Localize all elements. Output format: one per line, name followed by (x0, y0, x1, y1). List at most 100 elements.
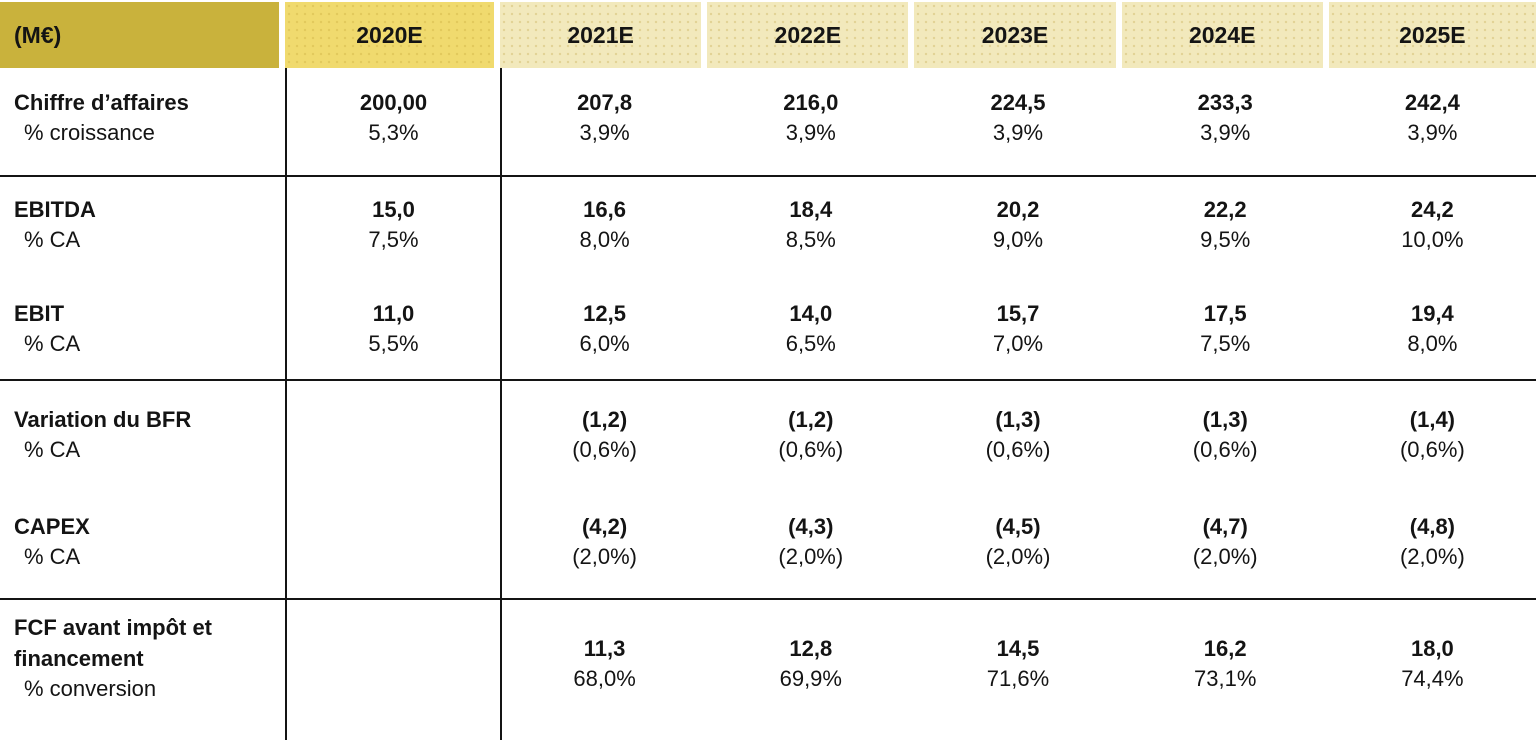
cell-value: (4,7) (1202, 514, 1248, 539)
table-header-row: (M€) 2020E 2021E 2022E 2023E 2024E 2025E (0, 2, 1536, 68)
cell-value: 22,2 (1203, 197, 1247, 222)
cell-value: (1,3) (1202, 407, 1248, 432)
revenue-cell-2023e: 224,5 3,9% (914, 68, 1121, 175)
cell-value: 14,0 (789, 301, 833, 326)
cell-value: 12,8 (789, 636, 833, 661)
cell-value: 18,4 (789, 197, 833, 222)
cell-value: (4,8) (1409, 514, 1456, 539)
cell-value: (1,3) (995, 407, 1041, 432)
row-label: EBIT (14, 301, 65, 326)
cell-subvalue: (2,0%) (572, 544, 637, 569)
cell-subvalue (287, 435, 500, 465)
row-labels-fcf: FCF avant impôt et financement % convers… (0, 600, 285, 740)
row-labels-ebitda-ebit: EBITDA % CA EBIT % CA (0, 177, 285, 379)
section-fcf: FCF avant impôt et financement % convers… (0, 600, 1536, 740)
cell-value: (4,3) (788, 514, 834, 539)
cell-subvalue: 3,9% (992, 120, 1044, 145)
cell-value (287, 512, 500, 542)
revenue-cell-2025e: 242,4 3,9% (1329, 68, 1536, 175)
header-cell-2025e: 2025E (1328, 2, 1536, 68)
ebitda-ebit-cell-2023e: 20,2 9,0% 15,7 7,0% (914, 177, 1121, 379)
cell-subvalue: (2,0%) (1399, 544, 1465, 569)
row-label: Variation du BFR (14, 407, 192, 432)
header-cell-2022e: 2022E (707, 2, 915, 68)
cell-subvalue: (0,6%) (572, 437, 637, 462)
section-bfr-capex: Variation du BFR % CA CAPEX % CA (1,2) (… (0, 381, 1536, 600)
cell-value: 24,2 (1410, 197, 1454, 222)
row-sublabel: % CA (24, 331, 81, 356)
bfr-capex-cell-2021e: (1,2) (0,6%) (4,2) (2,0%) (500, 381, 707, 598)
row-labels-bfr-capex: Variation du BFR % CA CAPEX % CA (0, 381, 285, 598)
bfr-capex-cell-2025e: (1,4) (0,6%) (4,8) (2,0%) (1329, 381, 1536, 598)
cell-subvalue: (0,6%) (985, 437, 1051, 462)
ebitda-ebit-cell-2021e: 16,6 8,0% 12,5 6,0% (500, 177, 707, 379)
cell-value: 200,00 (359, 90, 428, 115)
row-sublabel: % conversion (24, 676, 157, 701)
row-label: FCF avant impôt et financement (14, 615, 213, 671)
bfr-capex-cell-2024e: (1,3) (0,6%) (4,7) (2,0%) (1122, 381, 1329, 598)
cell-subvalue: 7,5% (1200, 331, 1251, 356)
fcf-cell-2025e: 18,0 74,4% (1329, 600, 1536, 740)
cell-value (287, 405, 500, 435)
row-sublabel: % CA (24, 227, 81, 252)
cell-subvalue: 8,0% (579, 227, 630, 252)
cell-subvalue: 3,9% (785, 120, 836, 145)
ebitda-ebit-cell-2025e: 24,2 10,0% 19,4 8,0% (1329, 177, 1536, 379)
cell-value: 12,5 (583, 301, 626, 326)
revenue-cell-2020e: 200,00 5,3% (285, 68, 500, 175)
cell-subvalue: 6,0% (579, 331, 630, 356)
cell-subvalue: (0,6%) (1192, 437, 1258, 462)
cell-subvalue: 9,5% (1200, 227, 1251, 252)
revenue-cell-2021e: 207,8 3,9% (500, 68, 707, 175)
cell-subvalue: 69,9% (779, 666, 842, 691)
cell-value: 14,5 (996, 636, 1040, 661)
cell-value: (1,2) (581, 407, 628, 432)
cell-subvalue: 73,1% (1194, 666, 1257, 691)
header-cell-unit: (M€) (0, 2, 285, 68)
cell-subvalue: 74,4% (1401, 666, 1464, 691)
header-cell-2024e: 2024E (1121, 2, 1329, 68)
cell-value: 16,6 (583, 197, 626, 222)
cell-value: 18,0 (1410, 636, 1454, 661)
cell-value: 233,3 (1197, 90, 1253, 115)
row-sublabel: % CA (24, 437, 81, 462)
cell-subvalue (287, 664, 500, 694)
cell-value: 20,2 (996, 197, 1040, 222)
section-revenue: Chiffre d’affaires % croissance 200,00 5… (0, 68, 1536, 177)
cell-value: (1,4) (1409, 407, 1456, 432)
cell-value: 242,4 (1404, 90, 1460, 115)
cell-subvalue: (2,0%) (985, 544, 1051, 569)
cell-value: (4,5) (995, 514, 1041, 539)
cell-value: 17,5 (1203, 301, 1247, 326)
bfr-capex-cell-2022e: (1,2) (0,6%) (4,3) (2,0%) (707, 381, 914, 598)
bfr-capex-cell-2020e (285, 381, 500, 598)
row-labels-revenue: Chiffre d’affaires % croissance (0, 68, 285, 175)
cell-subvalue: (2,0%) (1192, 544, 1258, 569)
cell-subvalue: 5,3% (368, 120, 419, 145)
row-sublabel: % CA (24, 544, 81, 569)
cell-value: 19,4 (1410, 301, 1454, 326)
ebitda-ebit-cell-2024e: 22,2 9,5% 17,5 7,5% (1122, 177, 1329, 379)
cell-subvalue: 8,5% (785, 227, 836, 252)
fcf-cell-2023e: 14,5 71,6% (914, 600, 1121, 740)
cell-value (287, 634, 500, 664)
cell-value: 11,3 (583, 636, 626, 661)
bfr-capex-cell-2023e: (1,3) (0,6%) (4,5) (2,0%) (914, 381, 1121, 598)
cell-subvalue: 7,5% (368, 227, 419, 252)
row-label: Chiffre d’affaires (14, 90, 189, 115)
cell-value: (1,2) (788, 407, 834, 432)
header-cell-2020e: 2020E (285, 2, 500, 68)
fcf-cell-2021e: 11,3 68,0% (500, 600, 707, 740)
fcf-cell-2024e: 16,2 73,1% (1122, 600, 1329, 740)
cell-subvalue: 10,0% (1401, 227, 1464, 252)
cell-value: 216,0 (783, 90, 839, 115)
fcf-cell-2020e (285, 600, 500, 740)
cell-value: 207,8 (577, 90, 633, 115)
header-cell-2023e: 2023E (914, 2, 1122, 68)
ebitda-ebit-cell-2020e: 15,0 7,5% 11,0 5,5% (285, 177, 500, 379)
cell-subvalue: (0,6%) (1399, 437, 1465, 462)
cell-subvalue: 5,5% (368, 331, 419, 356)
section-ebitda-ebit: EBITDA % CA EBIT % CA 15,0 7,5% 11,0 5,5… (0, 177, 1536, 381)
cell-subvalue: (2,0%) (778, 544, 844, 569)
